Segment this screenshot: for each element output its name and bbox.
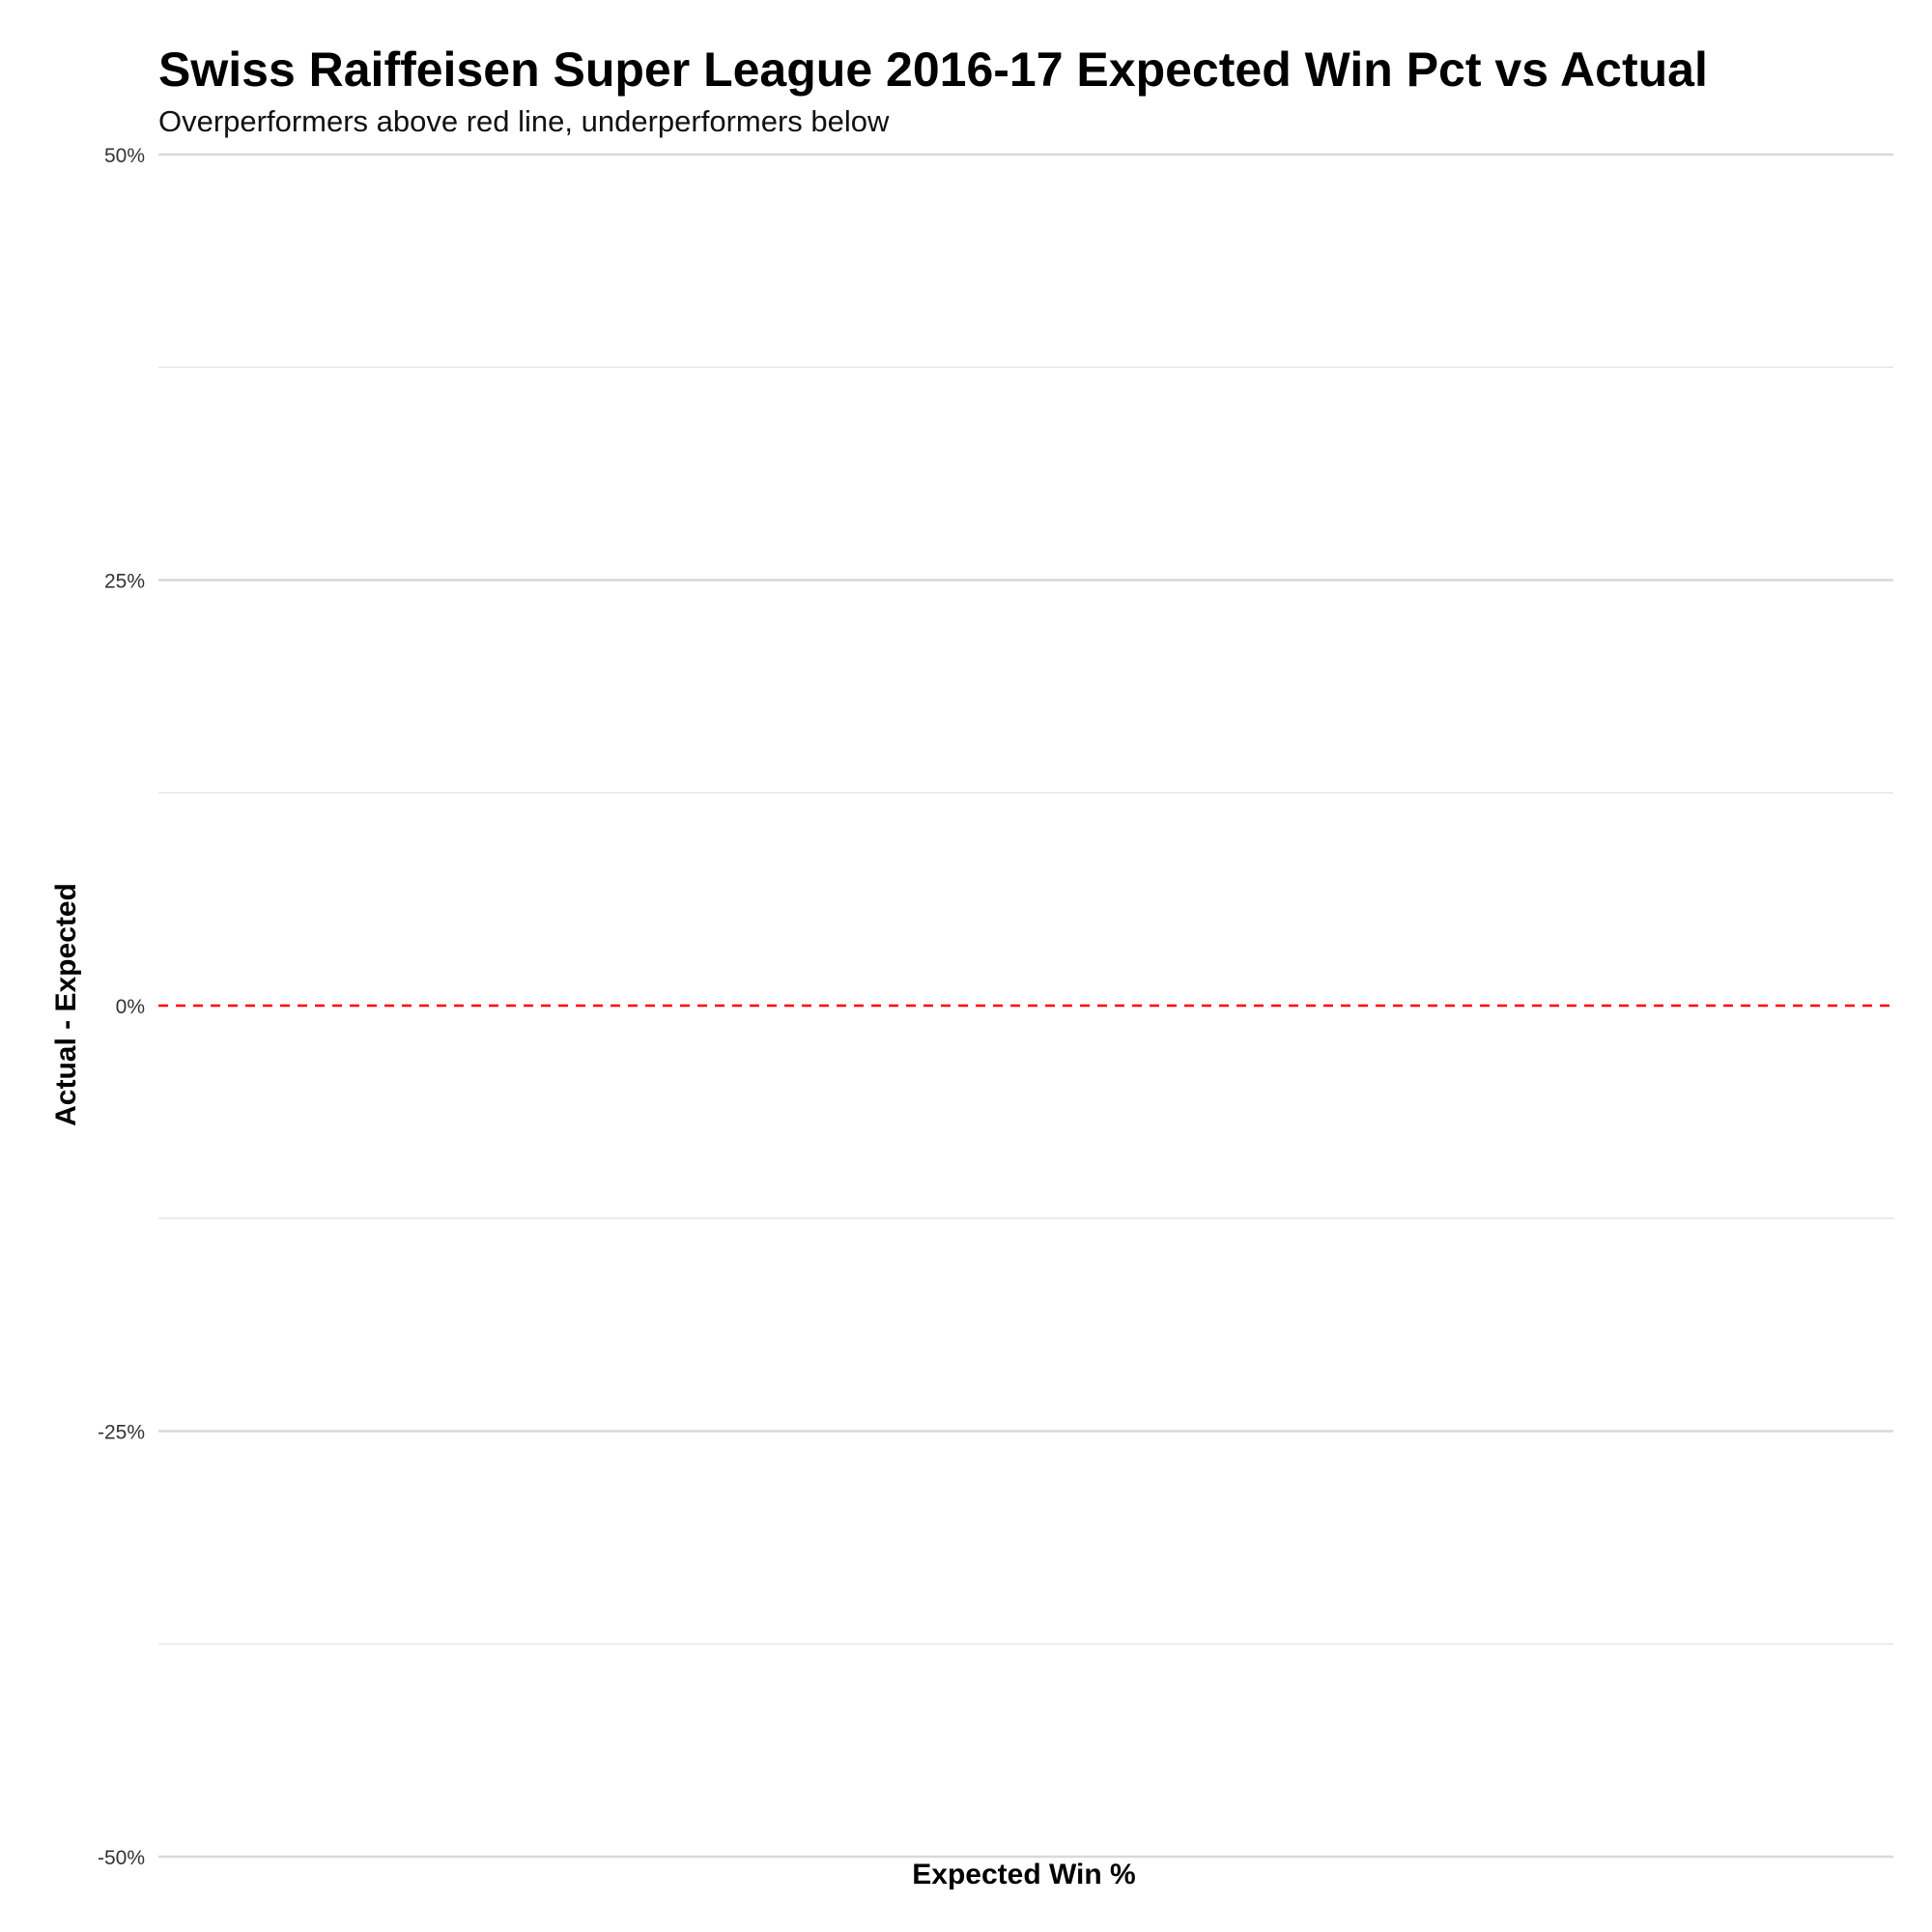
x-axis-label: Expected Win % xyxy=(912,1859,1135,1890)
y-tick-label: 0% xyxy=(116,996,145,1018)
y-tick-label: -25% xyxy=(98,1422,145,1444)
y-axis-label: Actual - Expected xyxy=(50,883,82,1126)
y-tick-label: 50% xyxy=(104,145,145,167)
chart-title: Swiss Raiffeisen Super League 2016-17 Ex… xyxy=(158,43,1708,97)
y-tick-label: -50% xyxy=(98,1847,145,1869)
y-tick-label: 25% xyxy=(104,571,145,593)
y-tick-labels: 50% 25% 0% -25% -50% xyxy=(98,145,145,1869)
gridlines xyxy=(158,153,1893,1859)
chart-subtitle: Overperformers above red line, underperf… xyxy=(158,104,890,138)
